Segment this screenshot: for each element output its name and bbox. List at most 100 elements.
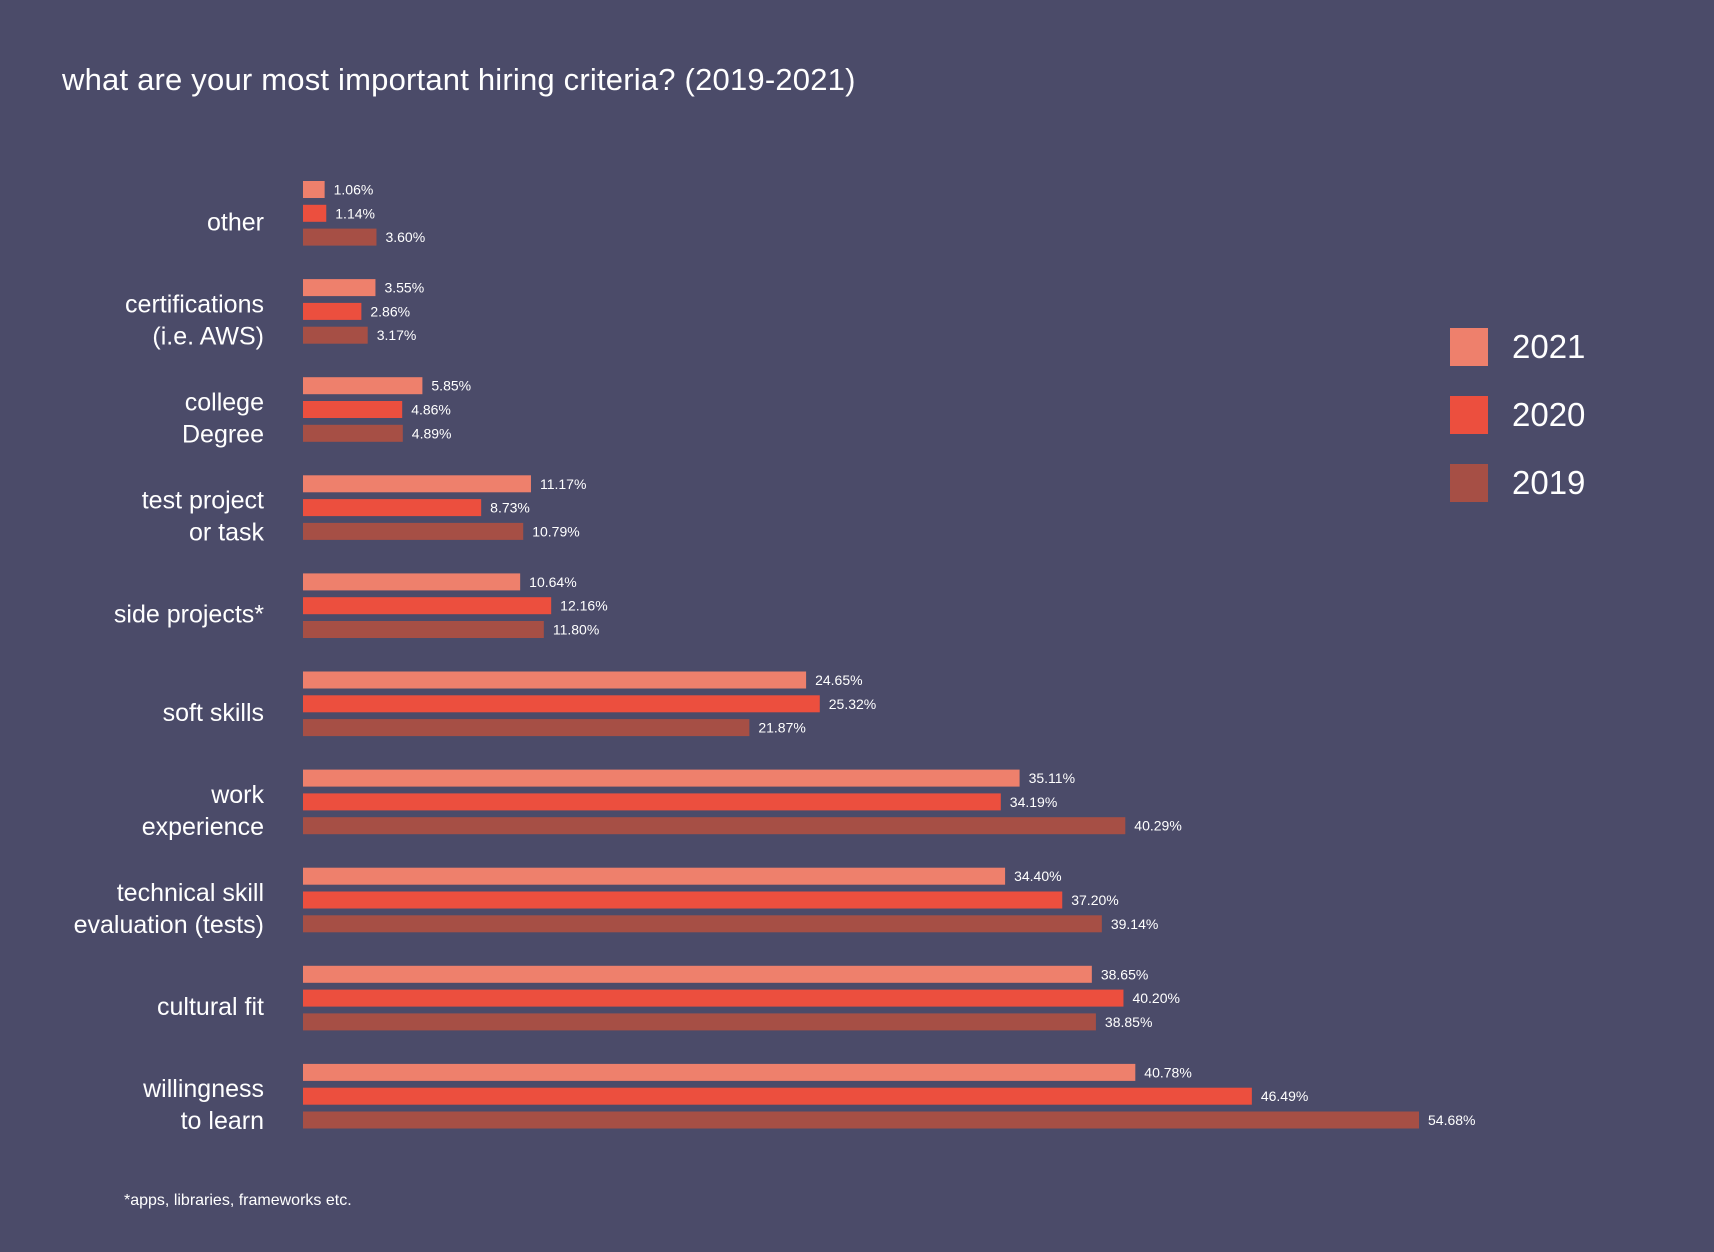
category-label-line: (i.e. AWS) [152, 322, 264, 350]
category-label-line: side projects* [114, 601, 264, 629]
category-group: technical skill evaluation (tests) 34.40% 3… [74, 867, 1158, 939]
category-label-line: certifications [125, 290, 264, 318]
bar-2019 [303, 1013, 1096, 1031]
category-label-line: test project [142, 487, 264, 515]
legend-item-2021: 2021 [1450, 328, 1585, 366]
data-label-2021: 5.85% [431, 378, 471, 394]
category-label-line: evaluation (tests) [74, 911, 264, 939]
bar-2021 [303, 769, 1020, 787]
legend-label-2020: 2020 [1512, 396, 1586, 433]
bar-2020 [303, 597, 552, 615]
legend-label-2021: 2021 [1512, 328, 1586, 365]
data-label-2021: 38.65% [1101, 966, 1148, 982]
data-label-2019: 54.68% [1428, 1112, 1475, 1128]
category-label-line: experience [142, 813, 264, 841]
bar-2021 [303, 475, 531, 493]
category-label-line: to learn [181, 1107, 264, 1135]
data-label-2020: 12.16% [560, 598, 607, 614]
data-label-2020: 2.86% [370, 303, 410, 319]
data-label-2020: 25.32% [829, 696, 876, 712]
data-label-2019: 38.85% [1105, 1014, 1152, 1030]
category-label-line: Degree [182, 421, 264, 449]
category-label: test project or task [142, 487, 265, 547]
category-group: certifications (i.e. AWS) 3.55% 2.86% 3.17% [125, 279, 424, 350]
data-label-2020: 34.19% [1010, 794, 1057, 810]
category-label-line: college [185, 389, 264, 417]
bar-2021 [303, 181, 325, 198]
data-label-2019: 4.89% [412, 425, 452, 441]
data-label-2019: 11.80% [553, 622, 599, 638]
data-label-2019: 10.79% [532, 523, 579, 539]
bar-2019 [303, 228, 377, 246]
footnote: *apps, libraries, frameworks etc. [124, 1192, 352, 1209]
category-label: technical skill evaluation (tests) [74, 879, 264, 939]
data-label-2020: 37.20% [1071, 892, 1118, 908]
bar-2020 [303, 793, 1001, 811]
category-label-line: cultural fit [157, 993, 264, 1021]
category-label-line: technical skill [117, 879, 264, 907]
category-label: willingness to learn [142, 1075, 264, 1135]
data-label-2020: 4.86% [411, 402, 451, 418]
category-group: soft skills 24.65% 25.32% 21.87% [163, 671, 876, 737]
category-group: cultural fit 38.65% 40.20% 38.85% [157, 965, 1180, 1031]
bar-2019 [303, 1111, 1419, 1129]
data-label-2019: 3.60% [385, 229, 425, 245]
bar-2021 [303, 965, 1092, 983]
legend-swatch-2021 [1450, 328, 1488, 366]
data-label-2021: 34.40% [1014, 868, 1061, 884]
category-label: certifications (i.e. AWS) [125, 290, 264, 350]
bar-2021 [303, 867, 1006, 885]
data-label-2021: 24.65% [815, 672, 862, 688]
data-label-2021: 11.17% [540, 476, 586, 492]
bar-2020 [303, 204, 327, 222]
legend-item-2020: 2020 [1450, 396, 1585, 434]
category-label: cultural fit [157, 993, 264, 1021]
data-label-2019: 39.14% [1111, 916, 1158, 932]
data-label-2020: 46.49% [1261, 1088, 1308, 1104]
category-group: work experience 35.11% 34.19% 40.29% [142, 769, 1182, 841]
legend-swatch-2020 [1450, 396, 1488, 434]
category-label: other [207, 208, 264, 236]
legend-label-2019: 2019 [1512, 464, 1586, 501]
category-group: college Degree 5.85% 4.86% 4.89% [182, 377, 471, 449]
category-label-line: soft skills [163, 699, 264, 727]
data-label-2019: 40.29% [1134, 818, 1181, 834]
bar-2021 [303, 573, 521, 591]
legend-item-2019: 2019 [1450, 464, 1585, 502]
data-label-2019: 21.87% [758, 720, 805, 736]
bar-2020 [303, 401, 403, 418]
data-label-2020: 40.20% [1132, 990, 1179, 1006]
category-label: work experience [142, 781, 265, 841]
bar-2019 [303, 915, 1102, 933]
category-label-line: work [210, 781, 264, 809]
category-label: college Degree [182, 389, 264, 449]
bar-2020 [303, 891, 1063, 909]
legend: 2021 2020 2019 [1450, 328, 1585, 532]
data-label-2019: 3.17% [377, 327, 417, 343]
bar-2020 [303, 302, 362, 320]
bar-2021 [303, 279, 376, 297]
bar-2019 [303, 522, 524, 540]
bar-2021 [303, 1063, 1136, 1081]
legend-swatch-2019 [1450, 464, 1488, 502]
data-label-2020: 1.14% [335, 205, 375, 221]
data-label-2021: 40.78% [1144, 1064, 1191, 1080]
data-label-2021: 35.11% [1029, 770, 1075, 786]
bar-2020 [303, 1087, 1252, 1105]
category-label: side projects* [114, 601, 264, 629]
category-group: willingness to learn 40.78% 46.49% 54.68% [142, 1063, 1475, 1135]
bar-2020 [303, 499, 482, 517]
bar-2021 [303, 377, 423, 395]
category-label-line: or task [189, 519, 265, 547]
data-label-2020: 8.73% [490, 500, 530, 516]
category-label-line: willingness [142, 1075, 264, 1103]
bar-2020 [303, 989, 1124, 1007]
bar-2019 [303, 424, 403, 442]
category-group: test project or task 11.17% 8.73%10.79% [142, 475, 586, 547]
bar-2021 [303, 671, 807, 689]
category-label-line: other [207, 208, 264, 236]
bar-2019 [303, 621, 544, 638]
data-label-2021: 1.06% [334, 182, 374, 198]
category-group: other 1.06% 1.14% 3.60% [207, 181, 425, 246]
bar-2020 [303, 695, 820, 713]
